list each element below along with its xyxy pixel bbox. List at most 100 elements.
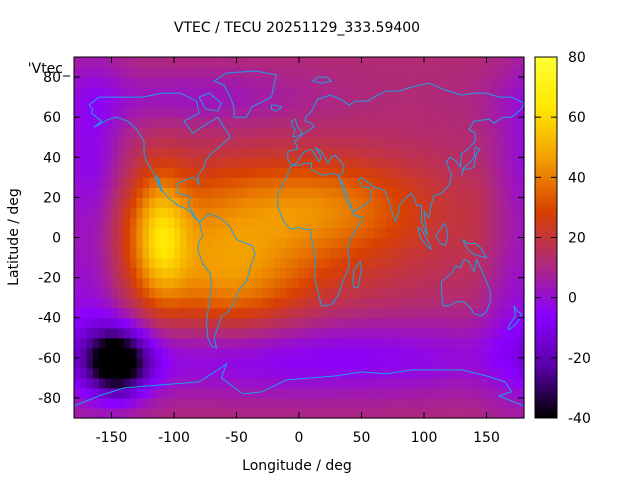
heatmap-cell — [317, 257, 325, 269]
heatmap-cell — [230, 267, 238, 279]
heatmap-cell — [436, 397, 444, 409]
heatmap-cell — [274, 337, 281, 349]
heatmap-cell — [411, 237, 419, 249]
heatmap-cell — [99, 367, 106, 379]
heatmap-cell — [492, 217, 500, 229]
heatmap-cell — [242, 157, 250, 168]
heatmap-cell — [124, 267, 131, 279]
heatmap-cell — [142, 157, 150, 168]
heatmap-cell — [130, 357, 138, 369]
heatmap-cell — [111, 317, 119, 329]
heatmap-cell — [161, 167, 169, 178]
heatmap-cell — [86, 57, 94, 68]
heatmap-cell — [161, 267, 169, 279]
heatmap-cell — [517, 127, 525, 138]
heatmap-cell — [486, 57, 494, 68]
heatmap-cell — [142, 347, 150, 359]
heatmap-cell — [211, 67, 219, 78]
heatmap-cell — [74, 77, 81, 88]
heatmap-cell — [405, 367, 413, 379]
heatmap-cell — [317, 97, 325, 108]
heatmap-cell — [274, 117, 281, 128]
heatmap-cell — [205, 227, 213, 239]
heatmap-cell — [167, 257, 175, 269]
heatmap-cell — [142, 337, 150, 349]
heatmap-cell — [324, 167, 331, 178]
coastline-eurasia — [287, 82, 525, 236]
heatmap-cell — [117, 77, 125, 88]
heatmap-cell — [217, 157, 225, 168]
heatmap-cell — [130, 297, 138, 309]
heatmap-cell — [411, 67, 419, 78]
heatmap-cell — [505, 407, 513, 419]
heatmap-cell — [424, 377, 431, 389]
heatmap-cell — [455, 147, 463, 158]
heatmap-cell — [317, 187, 325, 198]
heatmap-cell — [511, 137, 519, 148]
heatmap-cell — [92, 397, 100, 409]
heatmap-cell — [349, 197, 356, 209]
heatmap-cell — [217, 107, 225, 118]
heatmap-cell — [424, 277, 431, 289]
heatmap-cell — [467, 357, 475, 369]
heatmap-cell — [317, 347, 325, 359]
heatmap-cell — [374, 127, 381, 138]
heatmap-cell — [174, 137, 181, 148]
heatmap-cell — [480, 367, 488, 379]
heatmap-cell — [349, 127, 356, 138]
heatmap-cell — [236, 217, 244, 229]
heatmap-cell — [411, 227, 419, 239]
heatmap-cell — [149, 197, 156, 209]
heatmap-cell — [155, 107, 163, 118]
heatmap-cell — [136, 387, 144, 399]
heatmap-cell — [342, 227, 350, 239]
heatmap-cell — [492, 277, 500, 289]
heatmap-cell — [305, 407, 313, 419]
heatmap-cell — [324, 107, 331, 118]
heatmap-cell — [205, 57, 213, 68]
heatmap-cell — [486, 177, 494, 188]
heatmap-cell — [224, 397, 231, 409]
heatmap-cell — [99, 57, 106, 68]
heatmap-cell — [149, 407, 156, 419]
heatmap-cell — [255, 217, 263, 229]
heatmap-cell — [367, 207, 375, 219]
y-tick-label: 20 — [43, 190, 61, 206]
heatmap-cell — [99, 147, 106, 158]
heatmap-cell — [480, 187, 488, 198]
heatmap-cell — [217, 287, 225, 299]
heatmap-cell — [374, 207, 381, 219]
heatmap-cell — [80, 257, 88, 269]
heatmap-cell — [149, 57, 156, 68]
heatmap-cell — [411, 147, 419, 158]
heatmap-cell — [255, 147, 263, 158]
heatmap-cell — [124, 97, 131, 108]
heatmap-cell — [224, 67, 231, 78]
heatmap-cell — [374, 147, 381, 158]
heatmap-cell — [167, 57, 175, 68]
heatmap-cell — [299, 327, 306, 339]
heatmap-cell — [392, 97, 400, 108]
heatmap-cell — [286, 337, 294, 349]
heatmap-cell — [249, 247, 256, 259]
heatmap-cell — [86, 277, 94, 289]
heatmap-cell — [230, 157, 238, 168]
heatmap-cell — [492, 57, 500, 68]
heatmap-cell — [249, 207, 256, 219]
heatmap-cell — [211, 347, 219, 359]
heatmap-cell — [161, 407, 169, 419]
heatmap-cell — [461, 377, 469, 389]
heatmap-cell — [342, 207, 350, 219]
heatmap-cell — [255, 67, 263, 78]
heatmap-cell — [492, 257, 500, 269]
heatmap-cell — [267, 77, 275, 88]
heatmap-cell — [392, 227, 400, 239]
heatmap-cell — [74, 377, 81, 389]
heatmap-cell — [167, 387, 175, 399]
heatmap-cell — [505, 377, 513, 389]
heatmap-cell — [436, 337, 444, 349]
heatmap-cell — [324, 67, 331, 78]
heatmap-cell — [142, 177, 150, 188]
heatmap-cell — [124, 387, 131, 399]
heatmap-cell — [286, 167, 294, 178]
